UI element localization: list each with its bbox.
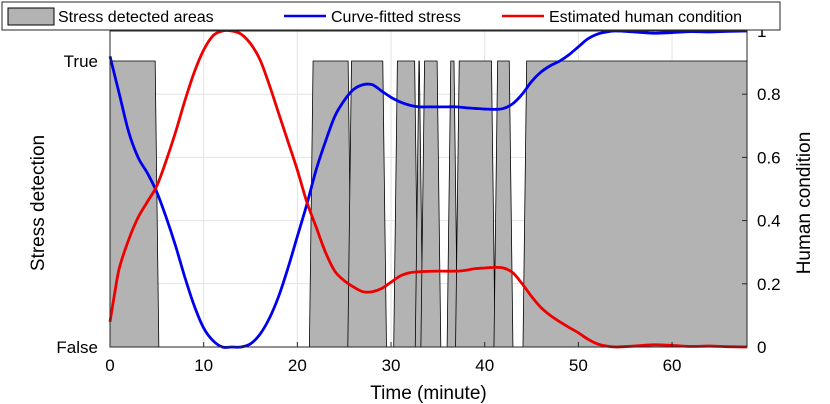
y-right-tick-label: 0.8 <box>757 85 781 104</box>
x-tick-label: 50 <box>569 356 588 375</box>
stress-area-7 <box>455 60 496 348</box>
y-right-tick-label: 0.6 <box>757 148 781 167</box>
legend-entry-stress-curve: Curve-fitted stress <box>331 9 461 26</box>
y-right-tick-label: 0.2 <box>757 275 781 294</box>
curves <box>108 29 748 349</box>
legend-swatch-stress-area <box>7 7 55 26</box>
y-right-tick-label: 0.4 <box>757 212 781 231</box>
y-left-tick-label: True <box>64 52 98 71</box>
stress-area-0 <box>109 60 160 348</box>
plot-frame <box>109 30 748 348</box>
y-axis-right-label: Human condition <box>794 132 815 275</box>
stress-curve-line <box>108 29 748 349</box>
y-right-tick-label: 1 <box>757 22 766 41</box>
tick-labels: 0 10 20 30 40 50 60 0 0.2 0.4 0.6 0.8 1 False True <box>56 22 780 375</box>
legend: Stress detected areas Curve-fitted stres… <box>1 1 781 31</box>
x-tick-label: 10 <box>194 356 213 375</box>
stress-area-5 <box>420 60 442 348</box>
human-condition-line <box>108 29 748 349</box>
y-left-tick-label: False <box>56 338 98 357</box>
y-right-tick-label: 0 <box>757 338 766 357</box>
stress-area-2 <box>347 60 387 348</box>
y-axis-left-label: Stress detection <box>28 135 49 271</box>
legend-entry-stress-area: Stress detected areas <box>58 9 214 26</box>
stress-area-1 <box>308 60 353 348</box>
x-tick-label: 0 <box>105 356 114 375</box>
legend-box <box>1 1 781 31</box>
x-tick-label: 60 <box>663 356 682 375</box>
stress-detected-areas <box>109 60 748 348</box>
stress-area-9 <box>522 60 748 348</box>
x-tick-label: 20 <box>288 356 307 375</box>
legend-entry-human-condition: Estimated human condition <box>549 9 742 26</box>
x-tick-label: 30 <box>382 356 401 375</box>
x-axis-label: Time (minute) <box>370 383 486 404</box>
x-tick-label: 40 <box>475 356 494 375</box>
